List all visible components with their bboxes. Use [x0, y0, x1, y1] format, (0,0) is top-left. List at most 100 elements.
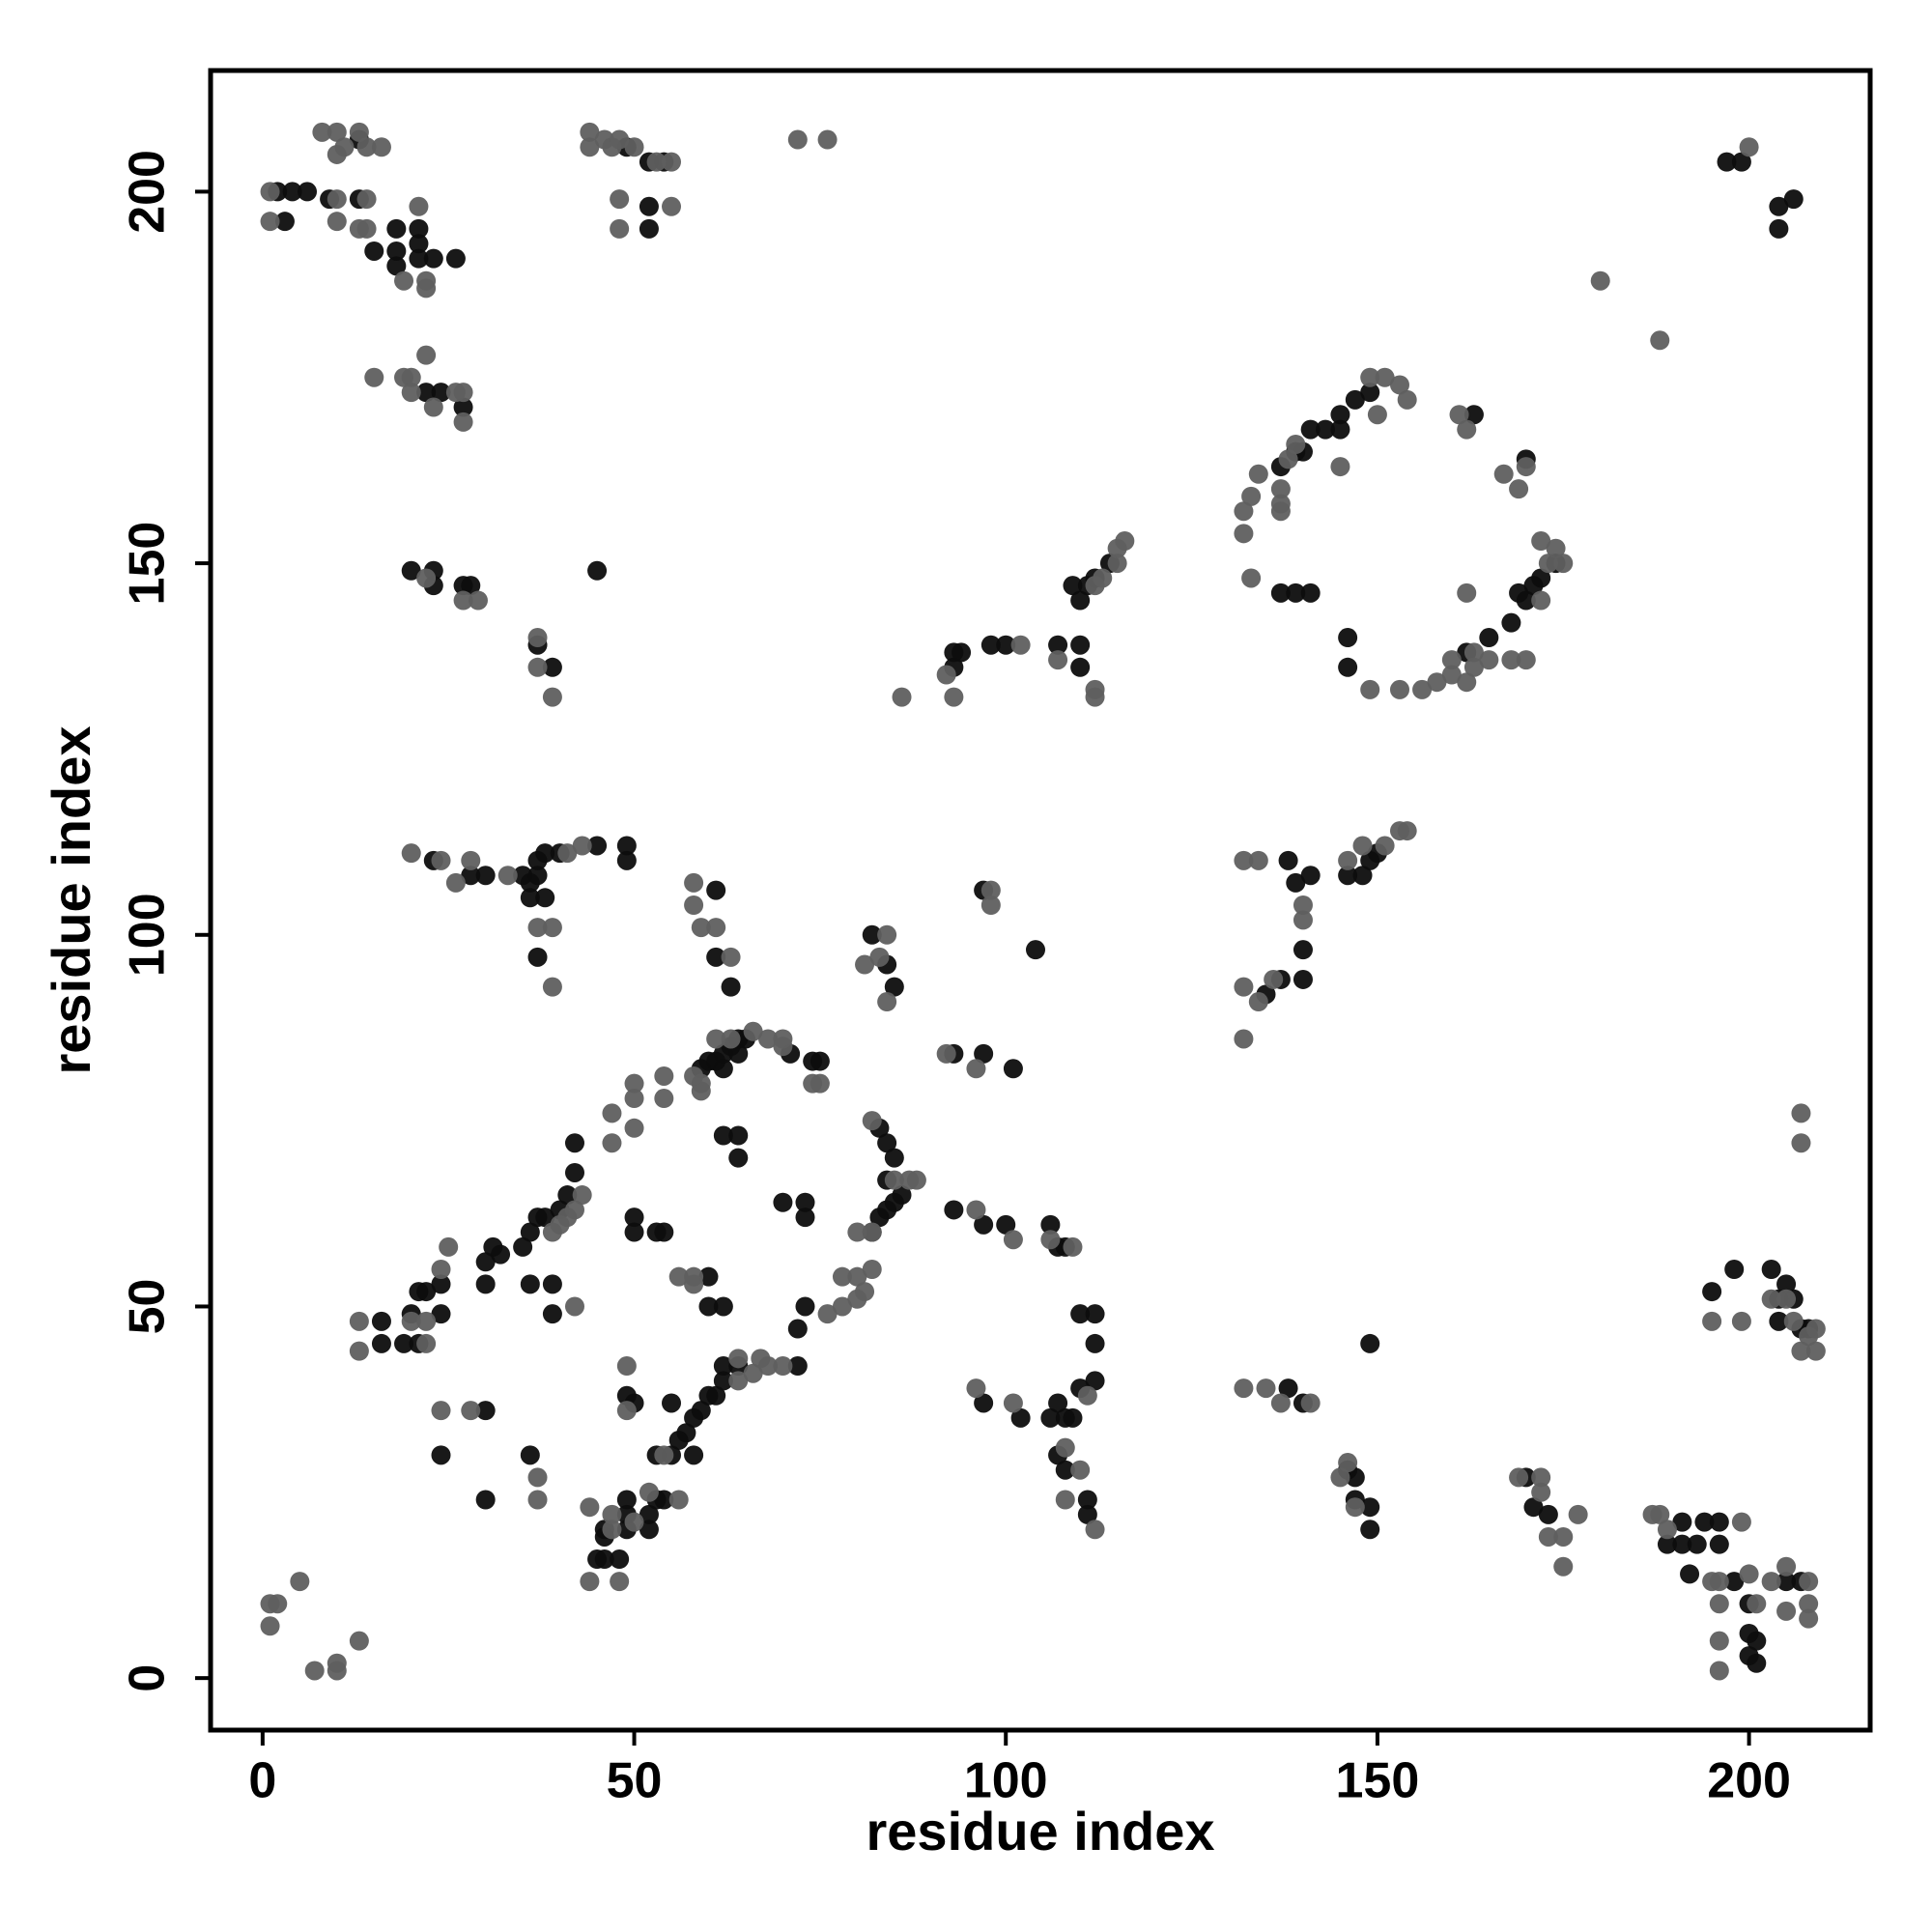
- plot-frame: [208, 68, 1873, 1733]
- point: [520, 1445, 540, 1465]
- point: [1063, 576, 1083, 596]
- point: [602, 1133, 622, 1153]
- point: [751, 1349, 771, 1369]
- point: [1501, 650, 1521, 670]
- point: [260, 182, 280, 202]
- point: [1055, 1490, 1075, 1510]
- point: [1739, 1564, 1759, 1584]
- point: [773, 1037, 793, 1057]
- point: [527, 1467, 548, 1488]
- point: [1739, 137, 1759, 157]
- point: [624, 1512, 644, 1532]
- point: [1293, 895, 1313, 916]
- point: [1338, 1453, 1358, 1473]
- point: [1761, 1572, 1781, 1592]
- point: [260, 1616, 280, 1636]
- point: [817, 129, 838, 150]
- point: [1063, 1407, 1083, 1428]
- point: [1234, 850, 1254, 870]
- point: [862, 1259, 882, 1279]
- point: [282, 182, 302, 202]
- point: [1375, 367, 1395, 387]
- point: [416, 278, 437, 298]
- point: [1345, 389, 1365, 410]
- point: [453, 383, 473, 403]
- point: [1672, 1512, 1692, 1532]
- point: [646, 152, 667, 172]
- point: [654, 1065, 674, 1086]
- point: [416, 568, 437, 588]
- point: [654, 1222, 674, 1242]
- point: [1709, 1661, 1729, 1681]
- point: [1799, 1572, 1819, 1592]
- point: [684, 872, 704, 893]
- point: [662, 196, 682, 216]
- point: [691, 918, 711, 938]
- point: [787, 1356, 808, 1377]
- point: [587, 836, 608, 856]
- point: [564, 1133, 584, 1153]
- point: [728, 1349, 749, 1369]
- point: [795, 1208, 815, 1228]
- point: [594, 1549, 614, 1570]
- point: [535, 843, 555, 864]
- point: [1731, 1512, 1751, 1532]
- point: [475, 866, 496, 886]
- point: [1769, 1311, 1789, 1331]
- point: [1048, 1393, 1068, 1413]
- point: [1300, 582, 1321, 603]
- point: [1003, 1230, 1023, 1250]
- point: [892, 1185, 912, 1206]
- point: [1070, 635, 1091, 655]
- point: [996, 635, 1016, 655]
- point: [1776, 1289, 1797, 1309]
- point: [572, 1185, 592, 1206]
- point: [1389, 375, 1409, 395]
- point: [1300, 1393, 1321, 1413]
- point: [1270, 501, 1291, 522]
- point: [1264, 969, 1284, 989]
- point: [1300, 866, 1321, 886]
- point: [758, 1029, 779, 1049]
- point: [364, 241, 384, 261]
- point: [356, 218, 377, 239]
- point: [1657, 1520, 1677, 1540]
- point: [966, 1200, 986, 1220]
- point: [1709, 1512, 1729, 1532]
- point: [624, 1208, 644, 1228]
- point: [1010, 635, 1031, 655]
- point: [1463, 657, 1484, 677]
- point: [602, 1103, 622, 1123]
- point: [527, 628, 548, 648]
- y-tick-label: 50: [120, 1279, 176, 1335]
- point: [349, 1341, 369, 1361]
- point: [461, 850, 481, 870]
- point: [684, 895, 704, 916]
- point: [817, 1304, 838, 1324]
- point: [416, 1282, 437, 1302]
- point: [877, 1133, 897, 1153]
- point: [795, 1192, 815, 1212]
- point: [1531, 531, 1551, 552]
- point: [542, 687, 562, 707]
- point: [1791, 1341, 1811, 1361]
- point: [639, 1504, 659, 1524]
- point: [1457, 582, 1477, 603]
- point: [1509, 1467, 1529, 1488]
- point: [1687, 1534, 1707, 1554]
- point: [1553, 554, 1574, 574]
- point: [580, 1497, 600, 1518]
- point: [327, 212, 347, 232]
- point: [431, 1259, 451, 1279]
- point: [356, 189, 377, 210]
- point: [371, 1311, 391, 1331]
- point: [416, 383, 437, 403]
- point: [1085, 1304, 1105, 1324]
- point: [268, 1594, 288, 1614]
- point: [1546, 538, 1566, 558]
- point: [616, 1490, 637, 1510]
- point: [394, 1333, 414, 1353]
- point: [1107, 554, 1127, 574]
- point: [356, 137, 377, 157]
- point: [1509, 479, 1529, 499]
